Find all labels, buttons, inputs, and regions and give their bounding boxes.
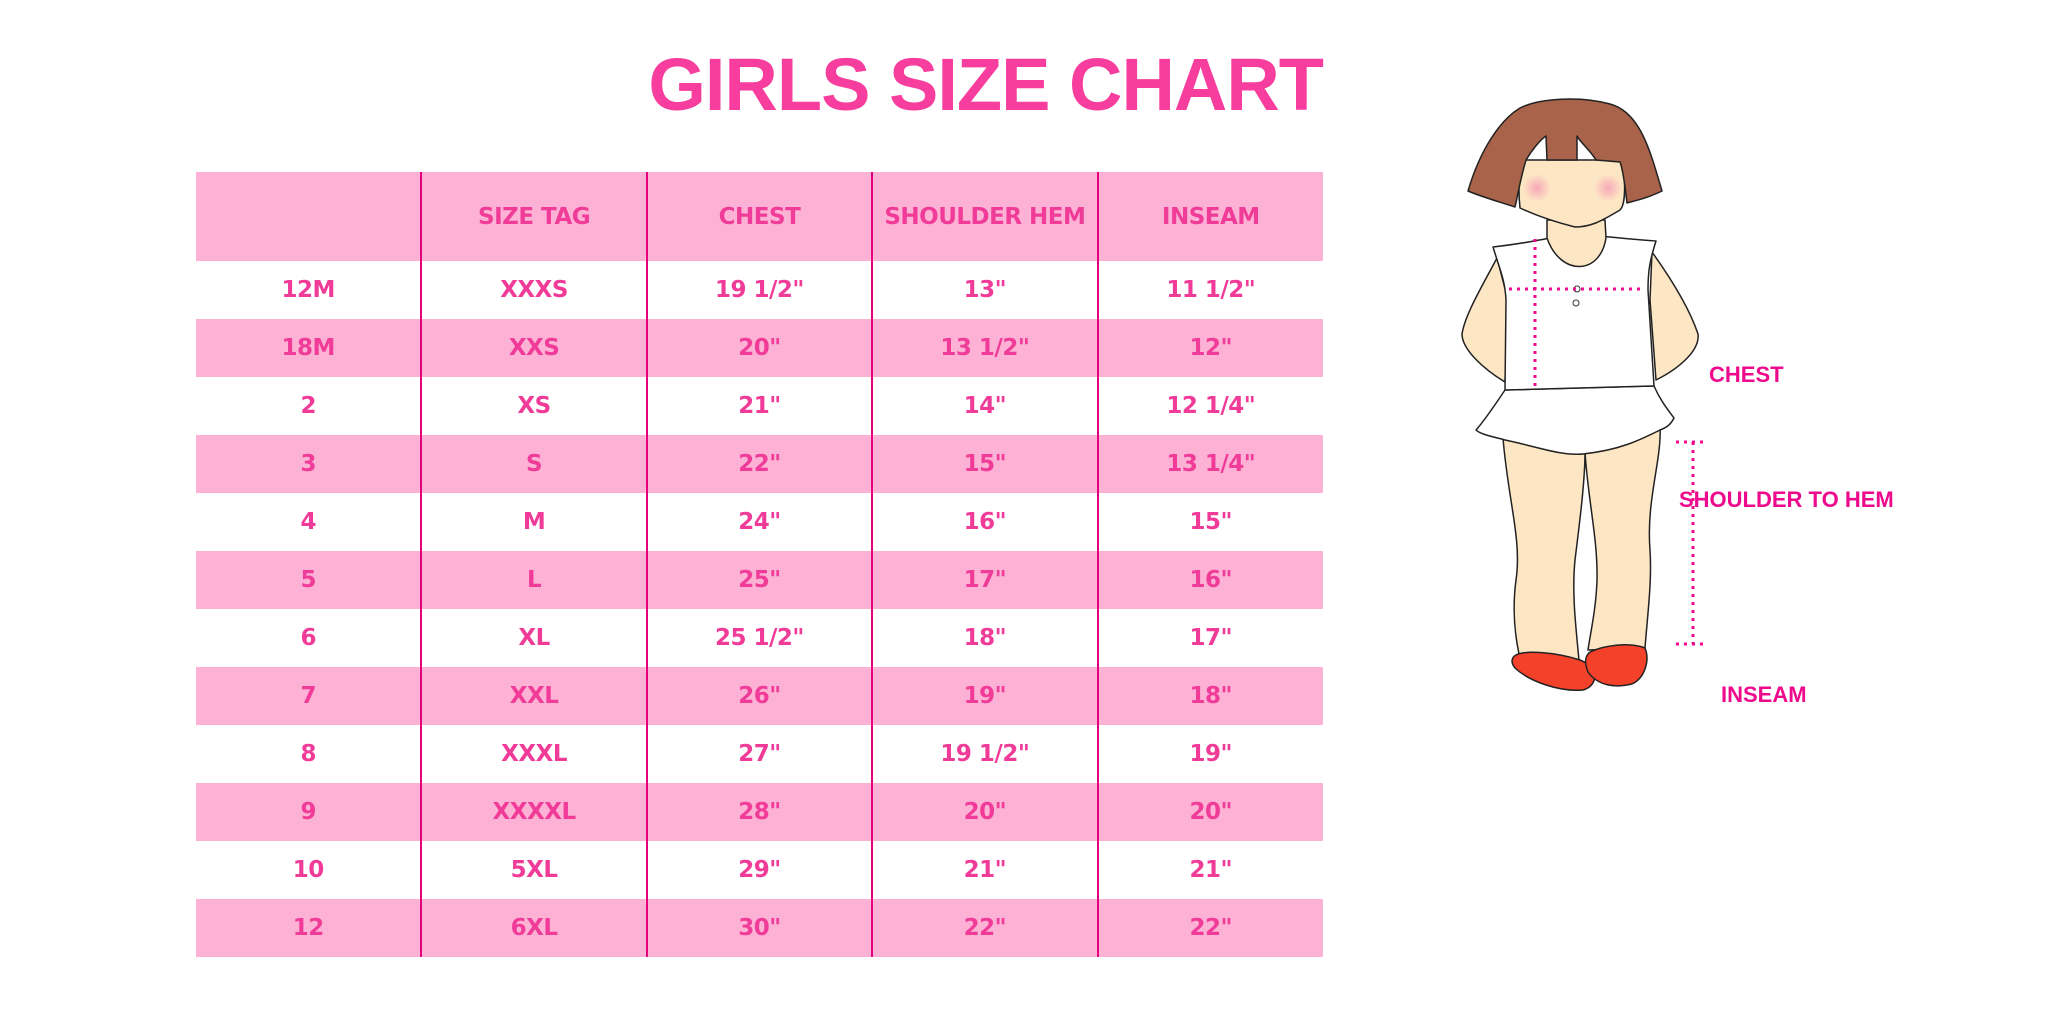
table-cell: 8: [300, 741, 316, 767]
skirt: [1475, 385, 1675, 455]
table-cell: 20": [871, 783, 1098, 841]
table-cell: 20": [645, 319, 873, 377]
table-row: 12 6XL 30" 22" 22": [196, 899, 1323, 957]
table-cell: M: [420, 493, 647, 551]
table-cell: 22": [645, 435, 873, 493]
table-cell: S: [420, 435, 647, 493]
chest-label: CHEST: [1709, 362, 1784, 387]
table-cell: 15": [871, 435, 1098, 493]
table-cell: 16": [1096, 551, 1323, 609]
table-cell: 20": [1096, 783, 1323, 841]
shirt: [1492, 235, 1657, 391]
table-row: 12M XXXS 19 1/2" 13" 11 1/2": [196, 261, 1323, 319]
table-row: 8 XXXL 27" 19 1/2" 19": [196, 725, 1323, 783]
table-cell: XXS: [420, 319, 647, 377]
table-row: 5 L 25" 17" 16": [196, 551, 1323, 609]
right-leg: [1584, 425, 1661, 651]
header-cell: SIZE TAG: [420, 172, 647, 261]
table-cell: 11 1/2": [1096, 261, 1323, 319]
neck: [1546, 219, 1607, 268]
table-cell: 4: [300, 509, 316, 535]
table-cell: 9: [196, 783, 422, 841]
table-cell: XXL: [420, 667, 647, 725]
table-cell: 19 1/2": [871, 725, 1098, 783]
table-cell: L: [420, 551, 647, 609]
table-row: 9 XXXXL 28" 20" 20": [196, 783, 1323, 841]
table-cell: 18M: [196, 319, 422, 377]
table-cell: 13 1/4": [1096, 435, 1323, 493]
table-row: 10 5XL 29" 21" 21": [196, 841, 1323, 899]
table-cell: 21": [645, 377, 873, 435]
table-cell: 24": [645, 493, 873, 551]
table-cell: XXXS: [420, 261, 647, 319]
table-cell: 27": [645, 725, 873, 783]
table-cell: 22": [871, 899, 1098, 957]
table-cell: 14": [871, 377, 1098, 435]
button-icon: [1573, 285, 1581, 293]
header-cell: [196, 172, 422, 261]
table-cell: 25 1/2": [645, 609, 873, 667]
table-cell: 7: [196, 667, 422, 725]
table-cell: 19 1/2": [645, 261, 873, 319]
table-cell: 17": [871, 551, 1098, 609]
table-cell: 25": [645, 551, 873, 609]
table-cell: 18": [871, 609, 1098, 667]
table-cell: 13 1/2": [871, 319, 1098, 377]
table-cell: 18": [1096, 667, 1323, 725]
table-cell: 10: [292, 857, 325, 883]
left-cheek: [1523, 174, 1551, 202]
table-cell: 6: [300, 625, 316, 651]
table-cell: 5: [196, 551, 422, 609]
header-cell: CHEST: [645, 172, 873, 261]
table-cell: 15": [1096, 493, 1323, 551]
table-cell: 2: [300, 393, 316, 419]
table-cell: 13": [871, 261, 1098, 319]
table-header: SIZE TAG CHEST SHOULDER HEM INSEAM: [196, 172, 1323, 261]
left-shoe: [1511, 651, 1596, 691]
table-cell: XXXXL: [420, 783, 647, 841]
header-cell: SHOULDER HEM: [871, 172, 1098, 261]
table-cell: 12M: [281, 277, 335, 303]
button-icon: [1572, 299, 1580, 307]
table-row: 4 M 24" 16" 15": [196, 493, 1323, 551]
table-cell: 12 1/4": [1096, 377, 1323, 435]
table-cell: 19": [1096, 725, 1323, 783]
table-cell: 21": [1096, 841, 1323, 899]
table-cell: 21": [871, 841, 1098, 899]
table-row: 6 XL 25 1/2" 18" 17": [196, 609, 1323, 667]
table-cell: 5XL: [420, 841, 647, 899]
right-arm: [1649, 251, 1699, 381]
shoulder-to-hem-label: SHOULDER TO HEM: [1679, 487, 1894, 512]
table-cell: 26": [645, 667, 873, 725]
table-cell: 19": [871, 667, 1098, 725]
table-cell: XL: [420, 609, 647, 667]
table-cell: 12": [1096, 319, 1323, 377]
table-cell: XS: [420, 377, 647, 435]
header-cell: INSEAM: [1096, 172, 1323, 261]
table-row: 3 S 22" 15" 13 1/4": [196, 435, 1323, 493]
table-row: 7 XXL 26" 19" 18": [196, 667, 1323, 725]
table-cell: 6XL: [420, 899, 647, 957]
table-cell: 29": [645, 841, 873, 899]
left-arm: [1461, 257, 1509, 383]
right-shoe: [1584, 644, 1648, 687]
table-cell: XXXL: [420, 725, 647, 783]
size-table: SIZE TAG CHEST SHOULDER HEM INSEAM 12M XX…: [196, 172, 1323, 957]
table-cell: 22": [1096, 899, 1323, 957]
inseam-label: INSEAM: [1721, 682, 1807, 707]
table-cell: 17": [1096, 609, 1323, 667]
page-title: GIRLS SIZE CHART: [648, 43, 1324, 126]
table-cell: 12: [196, 899, 422, 957]
table-row: 2 XS 21" 14" 12 1/4": [196, 377, 1323, 435]
table-cell: 30": [645, 899, 873, 957]
table-cell: 28": [645, 783, 873, 841]
left-leg: [1502, 437, 1586, 661]
table-cell: 3: [196, 435, 422, 493]
right-cheek: [1594, 174, 1622, 202]
face: [1518, 159, 1626, 228]
table-cell: 16": [871, 493, 1098, 551]
hair: [1467, 98, 1663, 208]
table-row: 18M XXS 20" 13 1/2" 12": [196, 319, 1323, 377]
